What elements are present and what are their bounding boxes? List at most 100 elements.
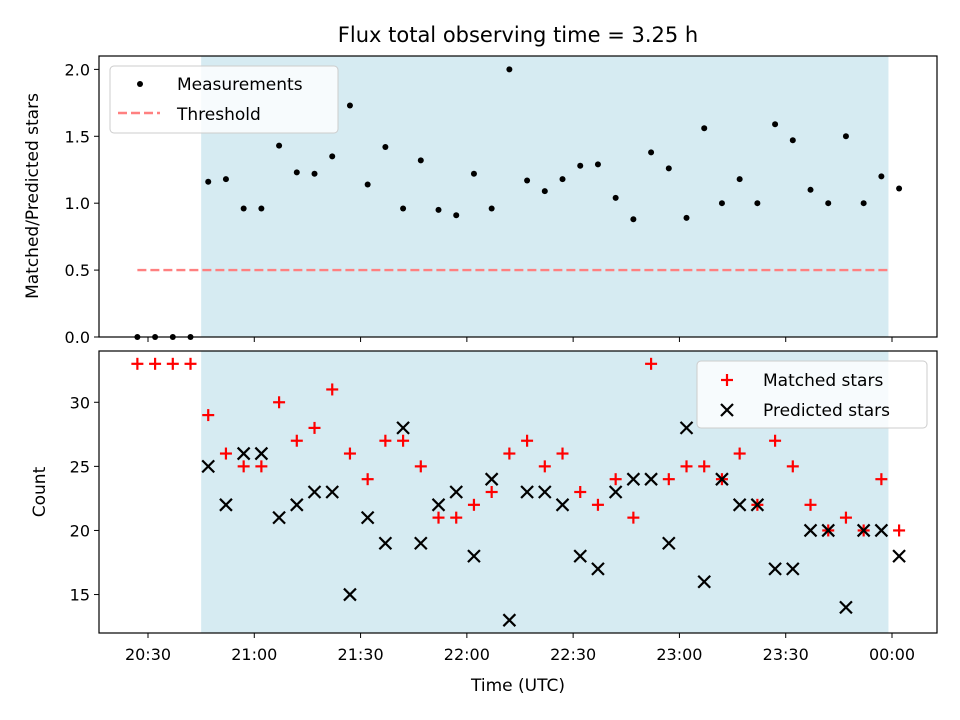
measurement-point [825,200,832,207]
matched-star-point [485,486,498,498]
measurement-point [346,102,353,109]
top-y-tick-label: 1.5 [65,127,90,146]
bottom-y-tick-label: 25 [70,457,90,476]
matched-star-point [343,447,356,460]
matched-star-point [166,357,179,370]
measurement-point [488,205,495,212]
matched-star-point [219,447,232,460]
measurement-point [329,153,336,160]
matched-star-point [591,498,604,511]
predicted-star-point [892,549,906,563]
predicted-star-point [219,498,233,512]
matched-star-point [893,524,906,537]
matched-star-point [839,511,852,524]
measurement-point [453,212,460,219]
matched-star-point [521,434,534,447]
measurement-point [577,162,584,169]
predicted-star-point [201,459,216,474]
measurement-point [364,181,371,188]
predicted-star-point [679,421,694,435]
predicted-star-point [662,536,676,551]
matched-star-point [450,511,463,524]
top-y-tick-label: 2.0 [65,60,90,79]
predicted-star-point [608,485,623,499]
bottom-panel: 15 20 25 30 20:30 21:00 21:30 22:00 22:30 23:00 2… [30,337,938,696]
x-tick-label: 20:30 [125,645,171,664]
measurement-point [205,178,212,185]
predicted-star-point [856,523,871,538]
measurement-point [417,157,424,164]
measurement-point [701,125,708,132]
predicted-star-point [732,498,747,512]
matched-star-point [273,396,286,409]
measurement-point [896,185,903,192]
measurement-point [789,137,796,144]
top-plot-frame [98,55,938,338]
matched-star-point [645,357,658,370]
predicted-star-point [821,523,836,538]
predicted-star-point [786,562,800,576]
measurement-point [842,133,849,140]
measurement-point [612,194,619,201]
matched-star-point [202,409,215,422]
predicted-star-point [449,485,464,499]
matched-star-point [609,473,622,486]
predicted-star-point [839,600,853,615]
matched-star-point [361,473,374,486]
measurement-point [736,176,743,183]
measurement-point [524,177,531,184]
matched-star-point [308,421,321,434]
matched-star-point [432,511,445,524]
x-tick-label: 23:30 [763,645,809,664]
predicted-star-point [626,472,641,486]
matched-star-point [149,357,162,370]
measurement-point [506,66,513,73]
matched-star-point [290,434,303,447]
predicted-star-point [272,510,286,525]
top-legend-box [109,65,339,134]
predicted-star-point [396,421,410,435]
matched-star-point [237,460,250,473]
x-tick-label: 21:30 [338,645,384,664]
measurement-point [665,165,672,172]
chart-title: Flux total observing time = 3.25 h [338,23,698,47]
predicted-star-point [644,472,658,486]
matched-star-point [255,460,268,473]
bottom-legend-box [696,360,928,429]
matched-star-point [627,511,640,524]
matched-star-point [680,460,693,473]
matched-star-point [538,460,551,473]
matched-star-point [184,357,197,370]
measurement-point [648,149,655,156]
matched-star-point [467,498,480,511]
measurement-point [754,200,761,207]
matched-star-point [556,447,569,460]
matched-star-point [769,434,782,447]
matched-star-point [698,460,711,473]
matched-star-point [414,460,427,473]
predicted-star-point [378,536,393,551]
matched-star-point [397,434,410,447]
measurement-point [258,205,265,212]
predicted-star-point [874,523,889,538]
matched-star-point [662,473,675,486]
predicted-star-point [236,446,251,461]
matched-star-point [786,460,799,473]
predicted-star-point [715,472,729,486]
predicted-star-point [803,523,818,538]
matched-star-point [804,498,817,511]
matched-star-point [131,357,144,370]
measurement-point [435,206,442,213]
measurement-point [222,176,229,183]
x-axis-label: Time (UTC) [470,676,565,696]
predicted-star-point [573,549,588,563]
top-y-axis-label: Matched/Predicted stars [23,93,43,299]
predicted-star-point [414,536,428,551]
predicted-star-point [768,562,782,576]
legend-predicted-marker [720,403,734,417]
measurement-point [772,121,779,128]
x-tick-label: 21:00 [231,645,277,664]
top-legend: Measurements Threshold [109,65,339,134]
predicted-star-point [697,574,712,589]
